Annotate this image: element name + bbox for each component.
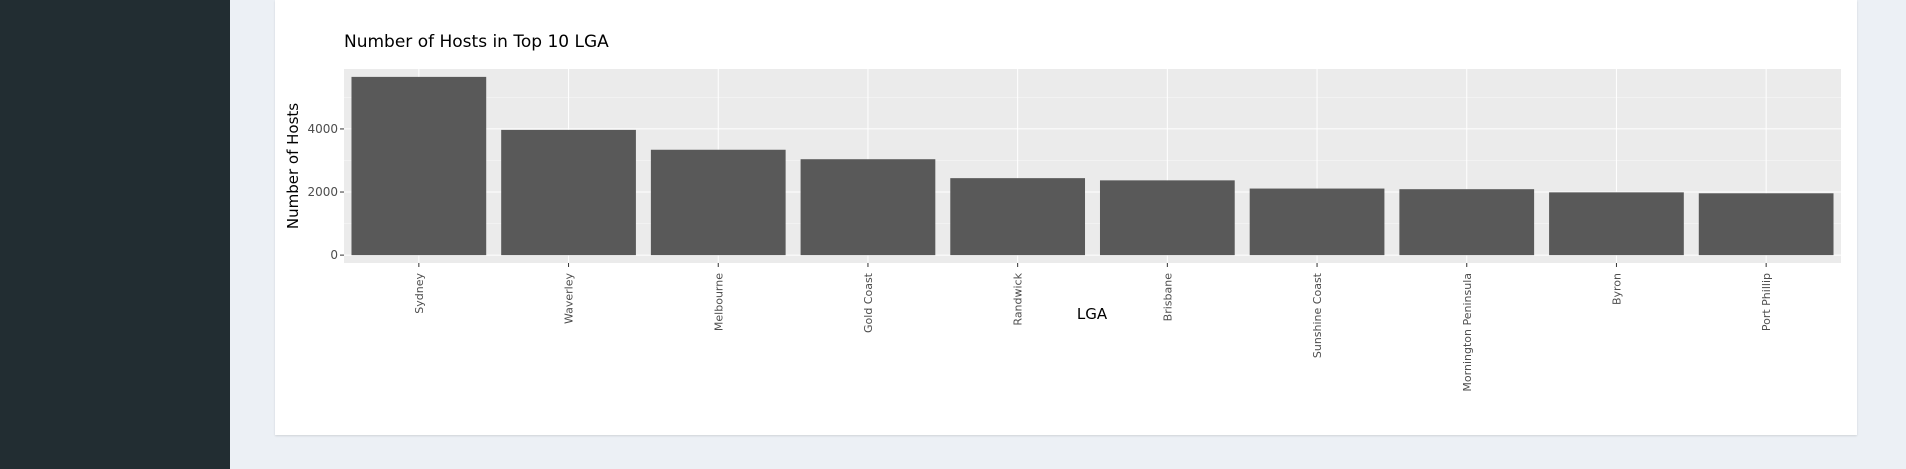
x-tick-label: Sunshine Coast [1311, 272, 1324, 358]
x-tick-label: Gold Coast [862, 272, 875, 333]
x-tick-label: Melbourne [712, 273, 725, 331]
x-axis: Sydney Waverley Melbourne Gold Coast Randwic… [413, 263, 1773, 392]
x-tick-label: Port Phillip [1760, 273, 1773, 331]
x-tick-label: Sydney [413, 273, 426, 314]
bar-sydney [351, 76, 487, 256]
bar-melbourne [650, 149, 786, 256]
chart-title: Number of Hosts in Top 10 LGA [344, 32, 609, 52]
x-tick-label: Randwick [1012, 272, 1025, 325]
x-tick-label: Waverley [563, 273, 576, 325]
x-axis-title: LGA [1077, 305, 1108, 323]
bar-port-phillip [1698, 193, 1834, 256]
x-tick-label: Byron [1610, 273, 1623, 305]
bar-gold-coast [800, 159, 936, 256]
y-axis: 0 2000 4000 [307, 122, 344, 262]
sidebar [0, 0, 230, 469]
bars [351, 76, 1834, 256]
bar-chart: Number of Hosts in Top 10 LGA 020004000 … [284, 32, 1841, 392]
bar-byron [1549, 192, 1684, 256]
x-tick-label: Brisbane [1161, 273, 1174, 322]
y-axis-title: Number of Hosts [284, 103, 302, 229]
bar-sunshine-coast [1249, 188, 1385, 256]
bar-randwick [950, 178, 1086, 256]
x-tick-label: Mornington Peninsula [1461, 273, 1474, 392]
y-tick-label: 2000 [307, 185, 338, 199]
bar-mornington-peninsula [1399, 189, 1535, 256]
y-tick-label: 4000 [307, 122, 338, 136]
chart-panel: Number of Hosts in Top 10 LGA 0 2000 4000 … [275, 0, 1857, 435]
y-tick-label: 0 [330, 248, 338, 262]
bar-brisbane [1099, 180, 1235, 256]
bar-waverley [501, 129, 636, 256]
